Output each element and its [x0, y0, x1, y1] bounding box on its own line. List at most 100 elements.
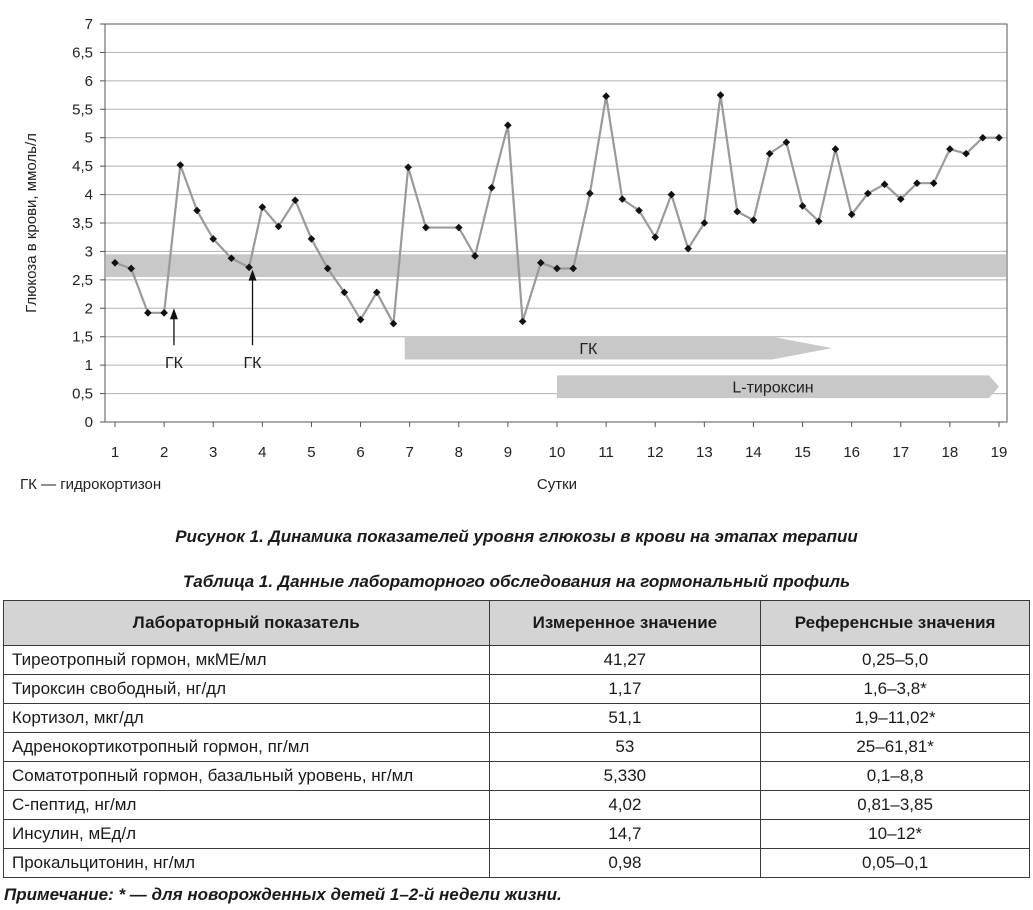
- annotation-arrowhead: [169, 308, 178, 320]
- column-header-measured: Измеренное значение: [488, 600, 762, 646]
- x-tick-label: 10: [549, 444, 566, 461]
- y-tick-label: 3: [85, 243, 93, 260]
- y-tick-label: 5: [85, 130, 93, 147]
- data-point: [962, 149, 970, 158]
- data-point: [814, 217, 823, 226]
- table-row: Кортизол, мкг/дл 51,1 1,9–11,02*: [3, 703, 1030, 733]
- y-tick-label: 1,5: [72, 329, 93, 346]
- y-tick-label: 7: [85, 16, 93, 33]
- x-tick-label: 6: [356, 444, 364, 461]
- y-tick-label: 2: [85, 300, 93, 317]
- y-tick-label: 3,5: [72, 215, 93, 232]
- table-row: Адренокортикотропный гормон, пг/мл 53 25–6…: [3, 732, 1030, 762]
- data-point: [716, 91, 725, 99]
- measured-cell: 14,7: [488, 819, 762, 849]
- x-tick-label: 9: [504, 444, 512, 461]
- x-tick-label: 4: [258, 444, 266, 461]
- x-tick-label: 5: [307, 444, 315, 461]
- glucose-chart-svg: 00,511,522,533,544,555,566,571 2 3 4 5 6 7 8 9 10…: [20, 16, 1008, 493]
- measured-cell: 5,330: [488, 761, 762, 791]
- data-point: [307, 235, 316, 243]
- data-point: [258, 203, 267, 211]
- data-point: [978, 133, 987, 142]
- annotation-arrowhead: [248, 269, 257, 281]
- table-row: Соматотропный гормон, базальный уровень,…: [3, 761, 1030, 791]
- data-point: [454, 223, 463, 232]
- data-point: [602, 92, 610, 101]
- data-point: [700, 219, 709, 227]
- data-point: [356, 315, 365, 324]
- lab-results-table: Лабораторный показатель Измеренное значе…: [3, 600, 1030, 878]
- data-point: [193, 206, 201, 215]
- data-point: [245, 263, 253, 272]
- data-point: [323, 264, 332, 273]
- data-point: [553, 264, 561, 273]
- x-tick-label: 2: [160, 444, 168, 461]
- glucose-series-line: [114, 94, 999, 328]
- data-point: [765, 149, 774, 158]
- column-header-reference: Референсные значения: [760, 600, 1030, 646]
- data-point: [847, 210, 856, 219]
- data-point: [518, 317, 527, 326]
- x-tick-label: 3: [209, 444, 217, 461]
- data-point: [291, 196, 300, 205]
- reference-cell: 0,05–0,1: [760, 848, 1030, 878]
- table-row: Прокальцитонин, нг/мл 0,98 0,05–0,1: [3, 848, 1030, 878]
- data-point: [504, 121, 512, 130]
- y-tick-label: 4,5: [72, 158, 93, 175]
- x-tick-label: 11: [598, 444, 614, 461]
- data-point: [651, 233, 660, 242]
- x-tick-label: 1: [111, 444, 119, 461]
- measured-cell: 0,98: [488, 848, 762, 878]
- reference-cell: 25–61,81*: [760, 732, 1030, 762]
- annotation-label: ГК: [165, 355, 184, 372]
- data-point: [618, 195, 627, 203]
- y-tick-label: 1: [85, 357, 93, 374]
- reference-band: [106, 254, 1006, 278]
- data-point: [471, 252, 479, 260]
- plot-area-frame: [104, 23, 1008, 423]
- data-point: [487, 183, 496, 192]
- column-header-indicator: Лабораторный показатель: [3, 600, 490, 646]
- data-point: [798, 202, 807, 210]
- data-point: [404, 163, 412, 172]
- therapy-bar: [404, 336, 833, 360]
- x-tick-label: 12: [647, 444, 664, 461]
- x-tick-label: 16: [843, 444, 860, 461]
- x-tick-label: 8: [455, 444, 463, 461]
- measured-cell: 53: [488, 732, 762, 762]
- y-tick-label: 2,5: [72, 272, 93, 289]
- data-point: [274, 222, 283, 231]
- data-point: [176, 161, 185, 169]
- reference-cell: 0,81–3,85: [760, 790, 1030, 820]
- indicator-cell: Тиреотропный гормон, мкМЕ/мл: [3, 645, 490, 675]
- data-point: [733, 207, 742, 216]
- x-tick-label: 14: [745, 444, 762, 461]
- indicator-cell: Инсулин, мЕд/л: [3, 819, 490, 849]
- table-note: Примечание: * — для новорожденных детей …: [4, 885, 562, 904]
- data-point: [569, 264, 578, 273]
- data-point: [880, 180, 889, 189]
- y-tick-label: 0,5: [72, 386, 93, 403]
- data-point: [782, 138, 791, 147]
- table-header-row: Лабораторный показатель Измеренное значе…: [3, 600, 1030, 646]
- indicator-cell: Соматотропный гормон, базальный уровень,…: [3, 761, 490, 791]
- data-point: [209, 235, 218, 243]
- data-point: [946, 145, 954, 153]
- data-point: [586, 189, 594, 198]
- indicator-cell: Адренокортикотропный гормон, пг/мл: [3, 732, 490, 762]
- x-tick-label: 19: [991, 444, 1008, 461]
- data-point: [422, 223, 430, 232]
- x-axis-label: Сутки: [537, 476, 577, 493]
- data-point: [913, 179, 921, 187]
- table-row: С-пептид, нг/мл 4,02 0,81–3,85: [3, 790, 1030, 820]
- data-point: [144, 309, 152, 317]
- x-tick-label: 13: [696, 444, 713, 461]
- data-point: [227, 254, 236, 263]
- data-point: [667, 190, 676, 199]
- measured-cell: 4,02: [488, 790, 762, 820]
- reference-cell: 0,1–8,8: [760, 761, 1030, 791]
- x-tick-label: 15: [794, 444, 811, 461]
- data-point: [127, 264, 136, 273]
- indicator-cell: Прокальцитонин, нг/мл: [3, 848, 490, 878]
